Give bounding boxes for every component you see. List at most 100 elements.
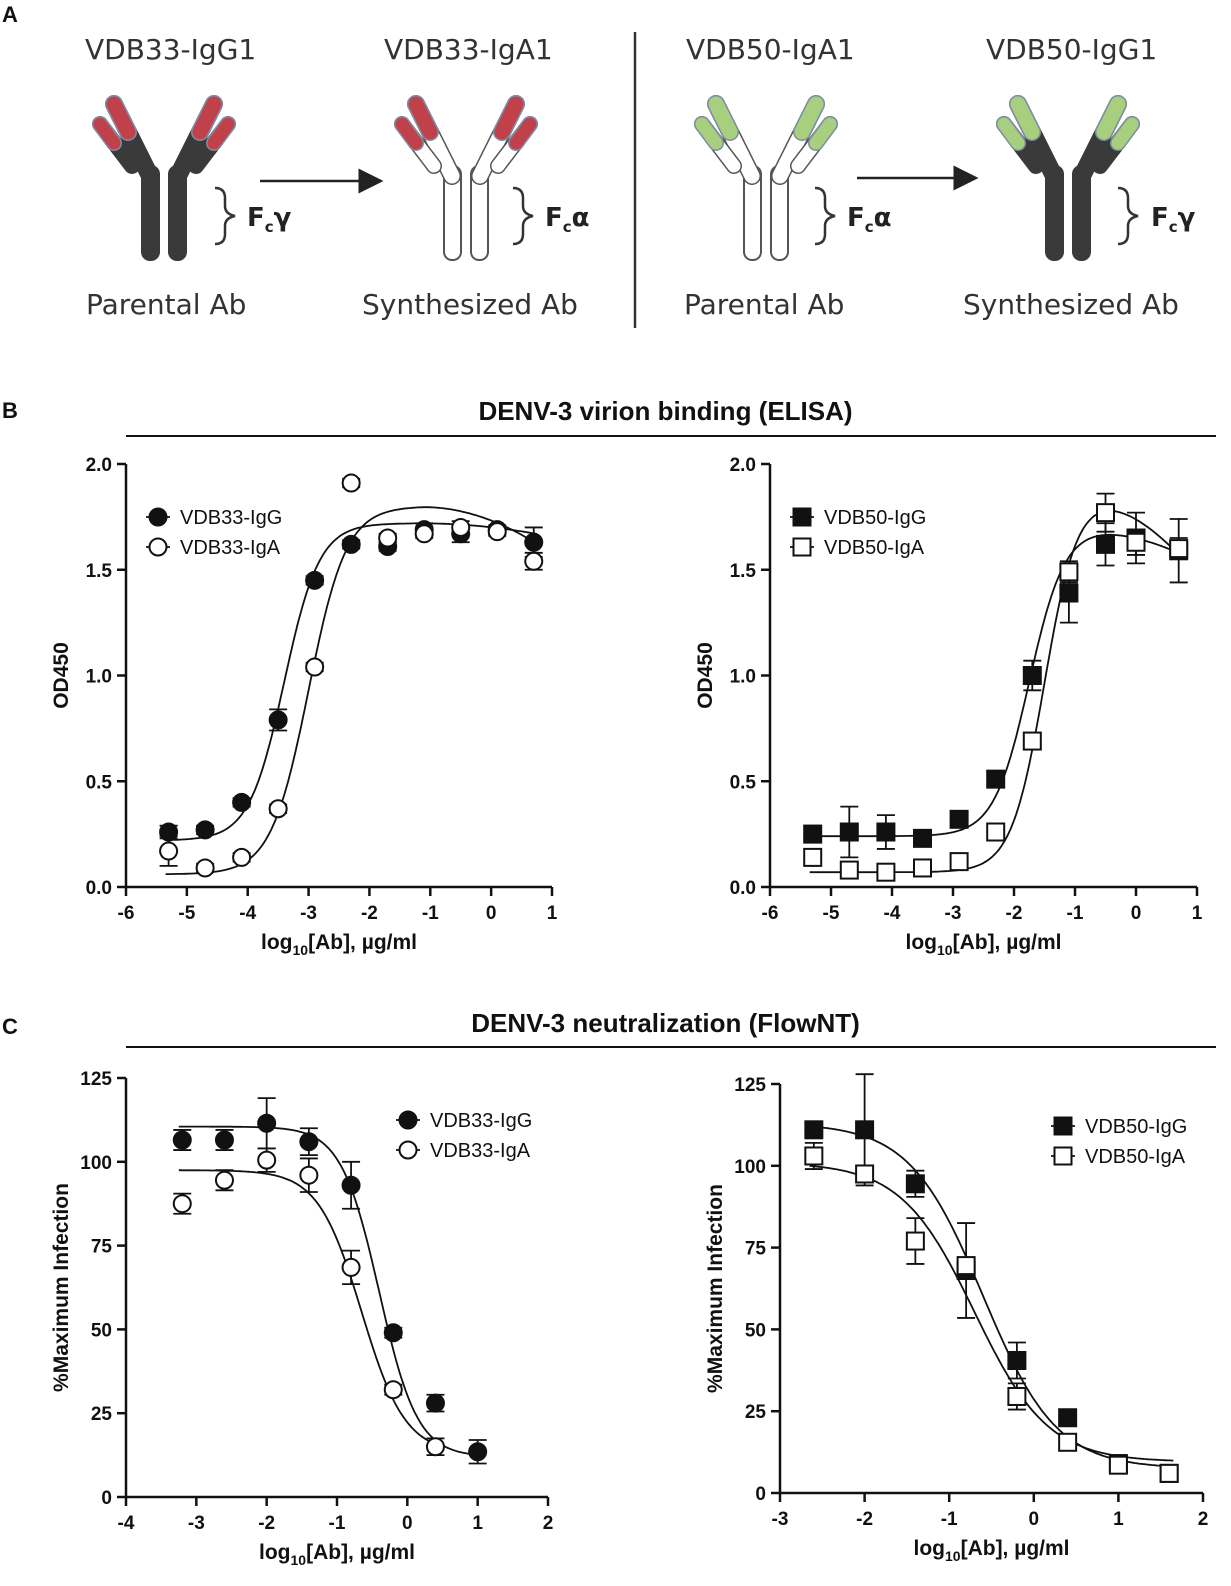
data-point-VDB50-IgA: [1059, 562, 1079, 582]
data-point-VDB50-IgA: [1108, 1455, 1128, 1475]
x-tick-label: 1: [1192, 903, 1203, 924]
data-point-VDB50-IgA: [803, 847, 823, 867]
chart-b-vdb50-elisa: 0.0 0.5 1.0 1.5 2.0 -6 -5 -4 -3 -2 -1 0 1 log10[Ab], …: [694, 455, 1203, 958]
data-point-VDB33-IgG: [299, 1132, 319, 1152]
legend-label: VDB33-IgA: [430, 1140, 531, 1162]
brace-3: [814, 186, 836, 246]
x-tick-label: -3: [772, 1509, 789, 1530]
data-point-VDB33-IgA: [425, 1437, 445, 1457]
data-point-VDB33-IgG: [195, 820, 215, 840]
data-point-VDB50-IgA: [1007, 1386, 1027, 1406]
antibody-icon-vdb50-iga1: [694, 95, 838, 261]
data-point-VDB50-IgG: [913, 828, 932, 848]
data-point-VDB50-IgA: [1126, 532, 1146, 552]
y-tick-label: 25: [745, 1402, 767, 1423]
panel-letter-b: B: [2, 398, 18, 423]
y-tick-label: 1.0: [86, 667, 112, 688]
section-b-title: DENV-3 virion binding (ELISA): [478, 396, 853, 426]
legend-label: VDB33-IgG: [430, 1110, 532, 1132]
fit-curve-VDB50-IgA: [809, 510, 1183, 874]
data-point-VDB33-IgA: [451, 517, 471, 537]
data-point-VDB33-IgG: [305, 570, 325, 590]
legend-label: VDB33-IgA: [180, 537, 281, 559]
fc-gamma-label-1: Fcγ: [247, 203, 292, 237]
data-point-VDB33-IgG: [257, 1113, 277, 1133]
antibody-name-vdb33-igg1: VDB33-IgG1: [85, 33, 257, 66]
panel-letter-a: A: [2, 2, 18, 27]
antibody-icon-vdb50-igg1: [996, 95, 1140, 261]
data-point-VDB50-IgA: [986, 822, 1006, 842]
data-point-VDB50-IgA: [804, 1146, 824, 1166]
panel-letter-c: C: [2, 1014, 18, 1039]
data-point-VDB50-IgG: [803, 824, 823, 844]
y-tick-label: 125: [80, 1069, 112, 1090]
data-point-VDB50-IgA: [1022, 731, 1042, 751]
y-tick-label: 75: [91, 1237, 113, 1258]
data-point-VDB50-IgG: [855, 1120, 875, 1140]
data-point-VDB50-IgA: [855, 1164, 875, 1184]
fc-alpha-label-2: Fcα: [847, 203, 892, 237]
antibody-name-vdb50-iga1: VDB50-IgA1: [686, 33, 855, 66]
data-point-VDB33-IgG: [341, 1175, 361, 1195]
x-tick-label: -1: [422, 903, 439, 924]
y-tick-label: 2.0: [86, 455, 112, 476]
data-point-VDB33-IgA: [524, 551, 544, 571]
x-tick-label: 0: [1029, 1509, 1040, 1530]
y-tick-label: 1.0: [730, 667, 756, 688]
brace-2: [512, 186, 534, 246]
y-tick-label: 25: [91, 1404, 113, 1425]
x-axis-label: log10[Ab], µg/ml: [261, 931, 417, 958]
brace-1: [214, 186, 236, 246]
data-point-VDB33-IgA: [257, 1150, 277, 1170]
data-point-VDB50-IgA: [1058, 1432, 1078, 1452]
caption-synthesized-ab-2: Synthesized Ab: [963, 288, 1179, 321]
x-tick-label: 2: [543, 1513, 554, 1534]
data-point-VDB33-IgG: [214, 1130, 234, 1150]
data-point-VDB50-IgG: [986, 769, 1006, 789]
data-point-VDB33-IgG: [172, 1130, 192, 1150]
fit-curve-VDB33-IgA: [165, 506, 538, 876]
data-point-VDB33-IgA: [172, 1194, 192, 1214]
y-tick-label: 50: [745, 1320, 766, 1341]
data-point-VDB33-IgG: [268, 710, 288, 730]
data-point-VDB50-IgA: [949, 852, 969, 872]
x-tick-label: 1: [472, 1513, 483, 1534]
x-tick-label: -5: [178, 903, 195, 924]
x-tick-label: -4: [118, 1513, 135, 1534]
x-tick-label: 1: [547, 903, 558, 924]
x-tick-label: -2: [258, 1513, 275, 1534]
data-point-VDB33-IgA: [232, 847, 252, 867]
data-point-VDB50-IgA: [876, 862, 896, 882]
y-tick-label: 1.5: [730, 561, 757, 582]
antibody-name-vdb33-iga1: VDB33-IgA1: [384, 33, 553, 66]
data-point-VDB50-IgG: [1007, 1350, 1027, 1370]
x-axis-label: log10[Ab], µg/ml: [914, 1537, 1070, 1564]
data-point-VDB50-IgA: [1159, 1463, 1179, 1483]
x-tick-label: 0: [486, 903, 497, 924]
chart-c-vdb33-flownt: 0 25 50 75 100 125 -4 -3 -2 -1 0 1 2 log10[Ab], µg/ml…: [50, 1069, 554, 1568]
chart-b-vdb33-elisa: 0.0 0.5 1.0 1.5 2.0 -6 -5 -4 -3 -2 -1 0 1 log10[Ab], …: [50, 455, 558, 958]
x-tick-label: -1: [329, 1513, 346, 1534]
data-point-VDB50-IgG: [839, 822, 859, 842]
data-point-VDB33-IgG: [524, 532, 544, 552]
fit-curve-VDB33-IgG: [178, 1125, 482, 1457]
data-point-VDB33-IgA: [268, 799, 288, 819]
data-point-VDB33-IgA: [214, 1170, 234, 1190]
y-axis-label: %Maximum Infection: [50, 1183, 73, 1392]
section-c-rule: [126, 1046, 1216, 1048]
legend-marker-VDB50-IgA: [792, 537, 812, 557]
fit-curve-VDB50-IgA: [809, 1164, 1174, 1462]
legend-marker-VDB50-IgA: [1053, 1146, 1073, 1166]
fit-curve-VDB50-IgG: [809, 533, 1183, 838]
data-point-VDB50-IgG: [1059, 583, 1079, 603]
chart-c-vdb50-flownt: 0 25 50 75 100 125 -3 -2 -1 0 1 2 log10[Ab], µg/ml %M…: [704, 1073, 1208, 1564]
legend-marker-VDB33-IgG: [398, 1110, 418, 1130]
legend-marker-VDB33-IgA: [148, 537, 168, 557]
brace-4: [1117, 186, 1139, 246]
x-tick-label: -3: [945, 903, 962, 924]
legend-marker-VDB50-IgG: [1053, 1116, 1073, 1136]
data-point-VDB50-IgA: [839, 860, 859, 880]
antibody-name-vdb50-igg1: VDB50-IgG1: [986, 33, 1158, 66]
section-b-rule: [126, 435, 1216, 437]
y-tick-label: 50: [91, 1320, 112, 1341]
